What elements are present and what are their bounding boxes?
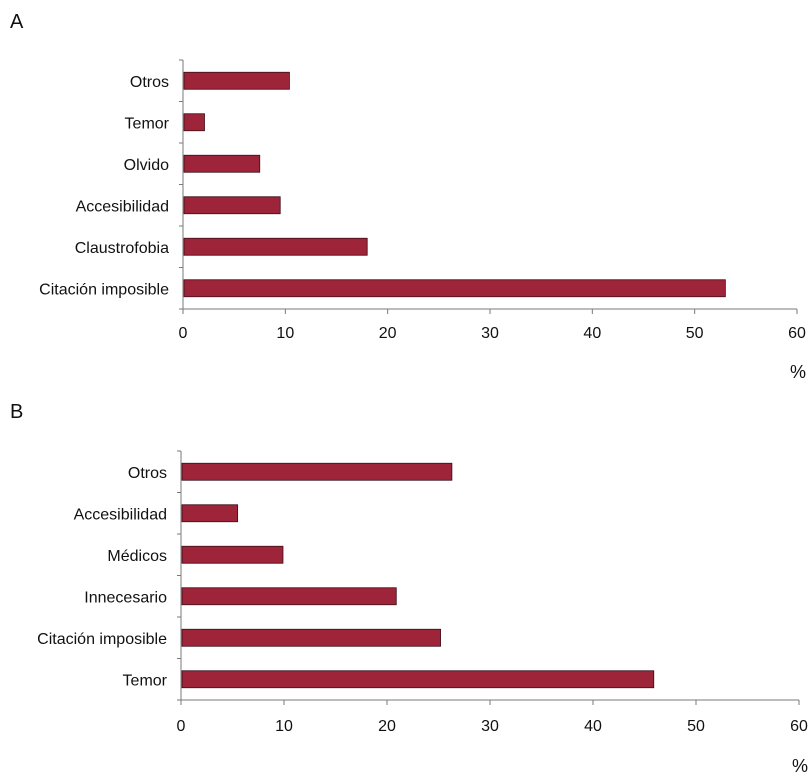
chart-panel-a: A Otros Temor Olvido Accesibilidad Claustrofo… [10, 11, 806, 382]
category-label: Temor [123, 672, 168, 689]
x-axis-unit-label: % [792, 756, 808, 776]
category-label: Olvido [124, 157, 169, 174]
x-tick-label: 20 [378, 718, 396, 735]
panel-label: A [10, 11, 24, 33]
category-label: Otros [130, 74, 169, 91]
x-tick-label: 10 [276, 325, 294, 342]
bar-innecesario [181, 587, 397, 606]
bar-olvido [183, 154, 261, 173]
bar-médicos [181, 545, 284, 564]
bar-citación-imposible [183, 279, 726, 298]
chart-panel-b: B Otros Accesibilidad Médicos Innecesario Cit… [10, 401, 808, 776]
x-tick-label: 40 [583, 325, 601, 342]
category-label: Temor [125, 115, 170, 132]
x-tick-label: 50 [686, 325, 704, 342]
category-label: Citación imposible [37, 631, 167, 648]
category-label: Otros [128, 465, 167, 482]
x-tick-label: 60 [788, 325, 806, 342]
bar-citación-imposible [181, 628, 441, 647]
category-label: Innecesario [84, 589, 167, 606]
category-label: Médicos [107, 548, 167, 565]
x-tick-label: 10 [275, 718, 293, 735]
x-tick-label: 0 [177, 718, 186, 735]
x-tick-label: 40 [584, 718, 602, 735]
bar-accesibilidad [181, 504, 239, 523]
category-label: Claustrofobia [75, 240, 169, 257]
panel-label: B [10, 401, 23, 423]
x-axis-unit-label: % [790, 362, 806, 382]
bar-claustrofobia [183, 237, 368, 256]
x-tick-label: 30 [481, 325, 499, 342]
bar-otros [183, 71, 290, 90]
category-label: Accesibilidad [76, 198, 169, 215]
bar-temor [181, 670, 655, 689]
category-label: Citación imposible [39, 281, 169, 298]
x-tick-label: 0 [179, 325, 188, 342]
bar-temor [183, 113, 205, 132]
bar-otros [181, 462, 453, 481]
x-tick-label: 20 [379, 325, 397, 342]
bar-accesibilidad [183, 196, 281, 215]
category-label: Accesibilidad [74, 506, 167, 523]
x-tick-label: 50 [687, 718, 705, 735]
x-tick-label: 30 [481, 718, 499, 735]
x-tick-label: 60 [790, 718, 808, 735]
